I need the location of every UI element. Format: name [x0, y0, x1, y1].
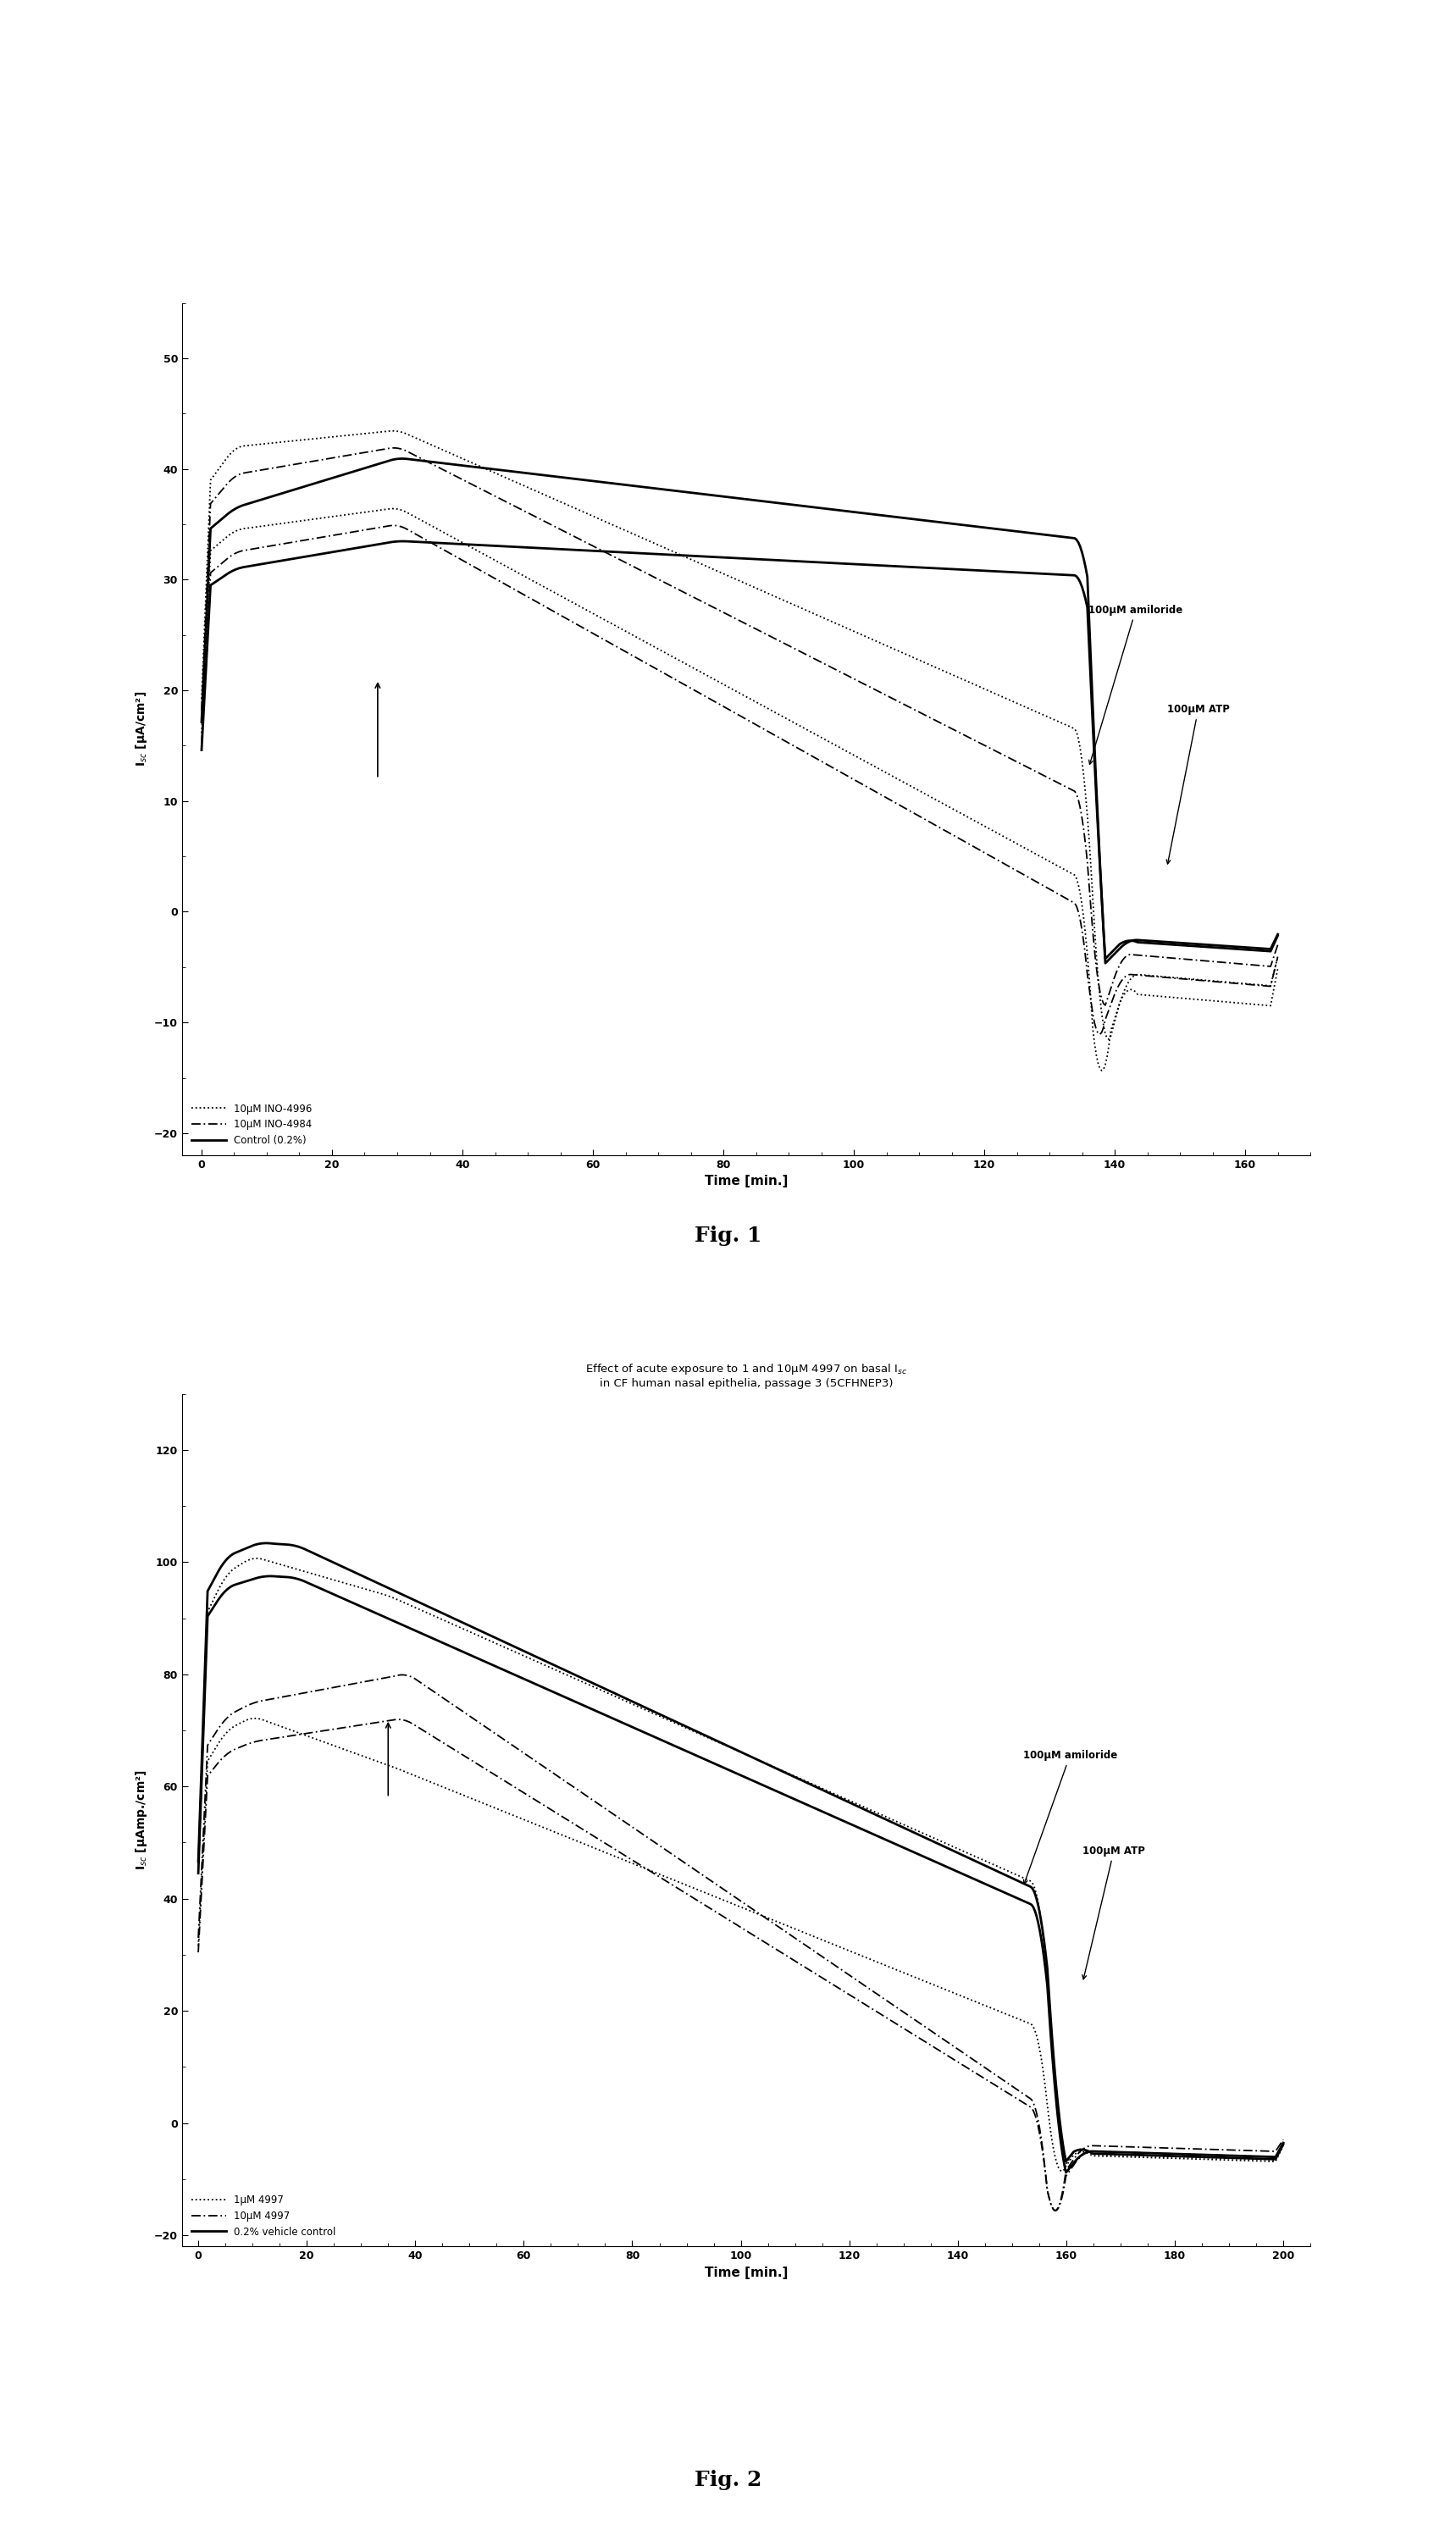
Text: 100μM ATP: 100μM ATP [1082, 1845, 1144, 1979]
Title: Effect of acute exposure to 1 and 10μM 4997 on basal I$_{sc}$
in CF human nasal : Effect of acute exposure to 1 and 10μM 4… [585, 1363, 907, 1388]
Text: 100μM amiloride: 100μM amiloride [1089, 603, 1182, 765]
Y-axis label: I$_{sc}$ [μAmp./cm²]: I$_{sc}$ [μAmp./cm²] [134, 1769, 150, 1870]
Text: Fig. 1: Fig. 1 [695, 1227, 761, 1247]
Text: 100μM ATP: 100μM ATP [1166, 704, 1229, 863]
Y-axis label: I$_{sc}$ [μA/cm²]: I$_{sc}$ [μA/cm²] [134, 692, 150, 767]
X-axis label: Time [min.]: Time [min.] [705, 2267, 788, 2279]
Text: 100μM amiloride: 100μM amiloride [1024, 1749, 1117, 1883]
Legend: 10μM INO-4996, 10μM INO-4984, Control (0.2%): 10μM INO-4996, 10μM INO-4984, Control (0… [186, 1100, 316, 1151]
Legend: 1μM 4997, 10μM 4997, 0.2% vehicle control: 1μM 4997, 10μM 4997, 0.2% vehicle contro… [186, 2191, 339, 2241]
X-axis label: Time [min.]: Time [min.] [705, 1176, 788, 1189]
Text: Fig. 2: Fig. 2 [695, 2471, 761, 2491]
